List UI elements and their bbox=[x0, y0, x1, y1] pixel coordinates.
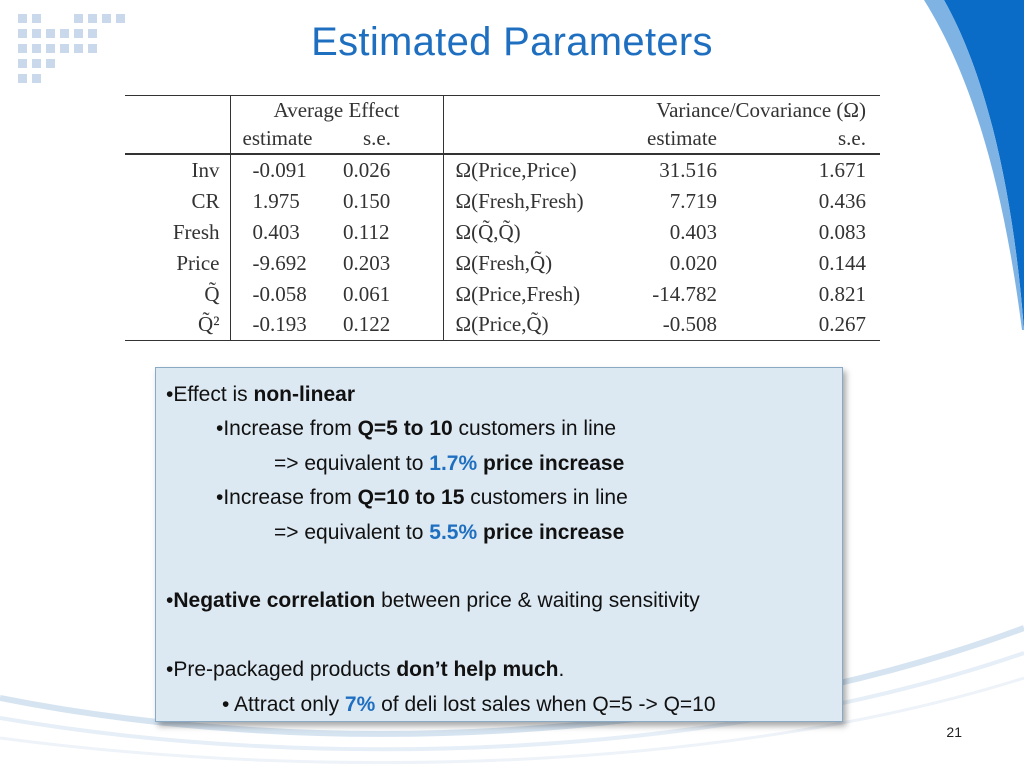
table-row: Inv -0.091 0.026 Ω(Price,Price) 31.516 1… bbox=[125, 154, 880, 186]
decorative-dot bbox=[46, 44, 55, 53]
decorative-dot bbox=[32, 14, 41, 23]
row-estimate: -9.692 bbox=[252, 250, 307, 275]
parameter-table: Average Effect Variance/Covariance (Ω) e… bbox=[125, 95, 880, 341]
decorative-dot bbox=[74, 44, 83, 53]
decorative-dot bbox=[88, 44, 97, 53]
row-label: Fresh bbox=[125, 216, 231, 248]
decorative-dot bbox=[60, 29, 69, 38]
row-se: 0.026 bbox=[333, 154, 444, 186]
header-empty bbox=[125, 95, 231, 125]
row-se: 0.122 bbox=[333, 309, 444, 341]
subheader-var-estimate: estimate bbox=[647, 126, 717, 151]
decorative-dot bbox=[18, 44, 27, 53]
decorative-dot bbox=[88, 14, 97, 23]
row-se: 0.203 bbox=[333, 247, 444, 279]
row-var-estimate: -14.782 bbox=[652, 281, 717, 306]
row-var-estimate: 7.719 bbox=[669, 188, 717, 213]
row-var-estimate: 31.516 bbox=[618, 154, 723, 186]
slide-title: Estimated Parameters bbox=[311, 20, 713, 64]
row-estimate: 0.403 bbox=[252, 219, 300, 244]
row-var-estimate: 0.403 bbox=[669, 219, 717, 244]
blank-line bbox=[166, 619, 842, 653]
row-var-label: Ω(Fresh,Fresh) bbox=[455, 188, 584, 213]
header-average-effect: Average Effect bbox=[230, 95, 444, 125]
row-se: 0.061 bbox=[333, 278, 444, 310]
row-var-label: Ω(Price,Price) bbox=[443, 154, 618, 186]
decorative-dot bbox=[46, 59, 55, 68]
row-var-label: Ω(Q̃,Q̃) bbox=[455, 219, 521, 244]
row-var-label: Ω(Price,Q̃) bbox=[443, 309, 618, 341]
blank-line bbox=[166, 550, 842, 584]
row-var-se: 0.821 bbox=[818, 281, 866, 306]
decorative-dot bbox=[74, 29, 83, 38]
bullet-equivalent-1-7: => equivalent to 1.7% price increase bbox=[274, 451, 625, 475]
row-var-label: Ω(Fresh,Q̃) bbox=[455, 250, 553, 275]
decorative-dot bbox=[18, 59, 27, 68]
decorative-dot bbox=[32, 74, 41, 83]
decorative-dot bbox=[32, 29, 41, 38]
bullet-negative-correlation: •Negative correlation between price & wa… bbox=[166, 589, 700, 613]
table-row: Fresh 0.403 0.112 Ω(Q̃,Q̃) 0.403 0.083 bbox=[125, 216, 880, 248]
table-row: Q̃² -0.193 0.122 Ω(Price,Q̃) -0.508 0.26… bbox=[125, 309, 880, 341]
decorative-dot bbox=[116, 14, 125, 23]
page-number: 21 bbox=[946, 724, 962, 740]
row-label: CR bbox=[125, 185, 231, 217]
row-se: 0.150 bbox=[333, 185, 444, 217]
table-row: Price -9.692 0.203 Ω(Fresh,Q̃) 0.020 0.1… bbox=[125, 247, 880, 279]
findings-box: •Effect is non-linear •Increase from Q=5… bbox=[155, 367, 843, 722]
subheader-estimate: estimate bbox=[242, 126, 313, 151]
row-var-se: 0.083 bbox=[818, 219, 866, 244]
subheader-se: s.e. bbox=[333, 124, 444, 154]
bullet-nonlinear: •Effect is non-linear bbox=[166, 383, 356, 406]
decorative-dot bbox=[32, 59, 41, 68]
table-row: CR 1.975 0.150 Ω(Fresh,Fresh) 7.719 0.43… bbox=[125, 185, 880, 217]
bullet-equivalent-5-5: => equivalent to 5.5% price increase bbox=[274, 520, 625, 544]
row-var-label: Ω(Price,Fresh) bbox=[455, 281, 581, 306]
bullet-increase-10-15: •Increase from Q=10 to 15 customers in l… bbox=[216, 486, 628, 510]
decorative-dot bbox=[18, 74, 27, 83]
header-variance-covariance: Variance/Covariance (Ω) bbox=[443, 95, 880, 125]
row-label: Q̃ bbox=[125, 278, 231, 310]
row-label: Inv bbox=[125, 154, 231, 186]
row-estimate: 1.975 bbox=[252, 188, 300, 213]
subheader-vlabel-empty bbox=[443, 125, 618, 154]
row-var-se: 1.671 bbox=[723, 154, 880, 186]
decorative-dot bbox=[32, 44, 41, 53]
row-var-se: 0.144 bbox=[818, 250, 866, 275]
subheader-var-se: s.e. bbox=[838, 126, 866, 151]
row-var-se: 0.436 bbox=[818, 188, 866, 213]
row-estimate: -0.193 bbox=[230, 309, 333, 341]
bullet-attract-7: • Attract only 7% of deli lost sales whe… bbox=[222, 692, 716, 716]
row-var-estimate: -0.508 bbox=[618, 309, 723, 341]
row-var-estimate: 0.020 bbox=[669, 250, 717, 275]
decorative-dot bbox=[18, 29, 27, 38]
row-estimate: -0.091 bbox=[230, 154, 333, 186]
decorative-dot bbox=[74, 14, 83, 23]
subheader-empty bbox=[125, 124, 231, 154]
bullet-increase-5-10: •Increase from Q=5 to 10 customers in li… bbox=[216, 417, 617, 441]
row-var-se: 0.267 bbox=[723, 309, 880, 341]
decorative-dot bbox=[60, 44, 69, 53]
decorative-dot bbox=[18, 14, 27, 23]
row-se: 0.112 bbox=[333, 216, 444, 248]
decorative-swoosh-bottom bbox=[0, 625, 1024, 765]
row-label: Price bbox=[125, 247, 231, 279]
bullet-prepackaged: •Pre-packaged products don’t help much. bbox=[166, 658, 565, 682]
row-label: Q̃² bbox=[125, 309, 231, 341]
decorative-dot bbox=[88, 29, 97, 38]
decorative-dot-grid bbox=[18, 14, 138, 104]
decorative-dot bbox=[102, 14, 111, 23]
decorative-swoosh-top bbox=[924, 0, 1024, 330]
table-subheader-row: estimate s.e. estimate s.e. bbox=[125, 124, 880, 154]
decorative-dot bbox=[46, 29, 55, 38]
table-row: Q̃ -0.058 0.061 Ω(Price,Fresh) -14.782 0… bbox=[125, 278, 880, 310]
row-estimate: -0.058 bbox=[252, 281, 307, 306]
table-header-row: Average Effect Variance/Covariance (Ω) bbox=[125, 95, 880, 125]
